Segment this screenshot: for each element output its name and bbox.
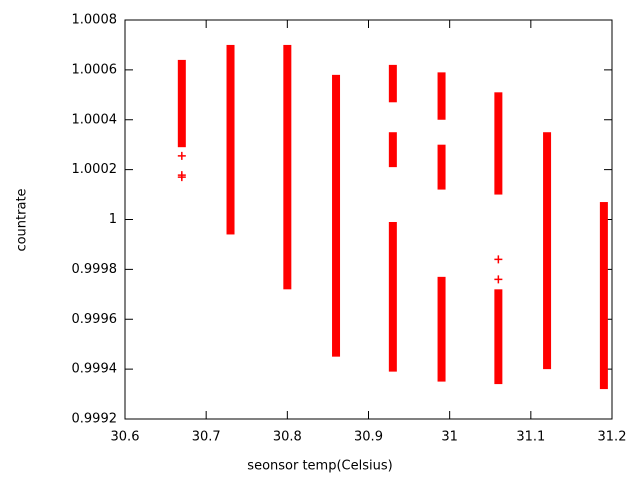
y-axis-label: countrate: [15, 188, 30, 251]
data-range: [283, 44, 292, 290]
data-range: [437, 144, 446, 190]
y-tick-label: 1.0004: [72, 112, 118, 127]
y-tick-label: 1: [109, 212, 117, 227]
data-point: [177, 151, 186, 160]
data-range: [494, 92, 503, 195]
data-range: [494, 289, 503, 385]
data-range: [332, 74, 341, 357]
data-range: [437, 276, 446, 382]
data-range: [437, 72, 446, 120]
x-tick-label: 30.7: [192, 430, 221, 445]
y-tick-label: 1.0008: [72, 13, 118, 28]
x-tick-label: 31: [441, 430, 458, 445]
y-tick-label: 1.0006: [72, 62, 118, 77]
y-tick-label: 0.9998: [72, 262, 118, 277]
data-range: [388, 132, 397, 168]
y-tick-label: 0.9992: [72, 412, 118, 427]
data-range: [599, 202, 608, 390]
data-range: [543, 132, 552, 370]
y-tick-label: 1.0002: [72, 162, 118, 177]
data-point: [494, 255, 503, 264]
data-range: [226, 44, 235, 235]
y-tick-label: 0.9994: [72, 362, 118, 377]
x-tick-label: 31.1: [516, 430, 545, 445]
data-range: [388, 221, 397, 372]
data-range: [388, 64, 397, 103]
data-range: [177, 59, 186, 148]
x-tick-label: 31.2: [598, 430, 627, 445]
x-tick-label: 30.6: [111, 430, 140, 445]
y-tick-label: 0.9996: [72, 312, 118, 327]
x-axis-label: seonsor temp(Celsius): [247, 459, 392, 474]
data-point: [177, 173, 186, 182]
x-tick-label: 30.8: [273, 430, 302, 445]
x-tick-label: 30.9: [354, 430, 383, 445]
data-point: [494, 275, 503, 284]
